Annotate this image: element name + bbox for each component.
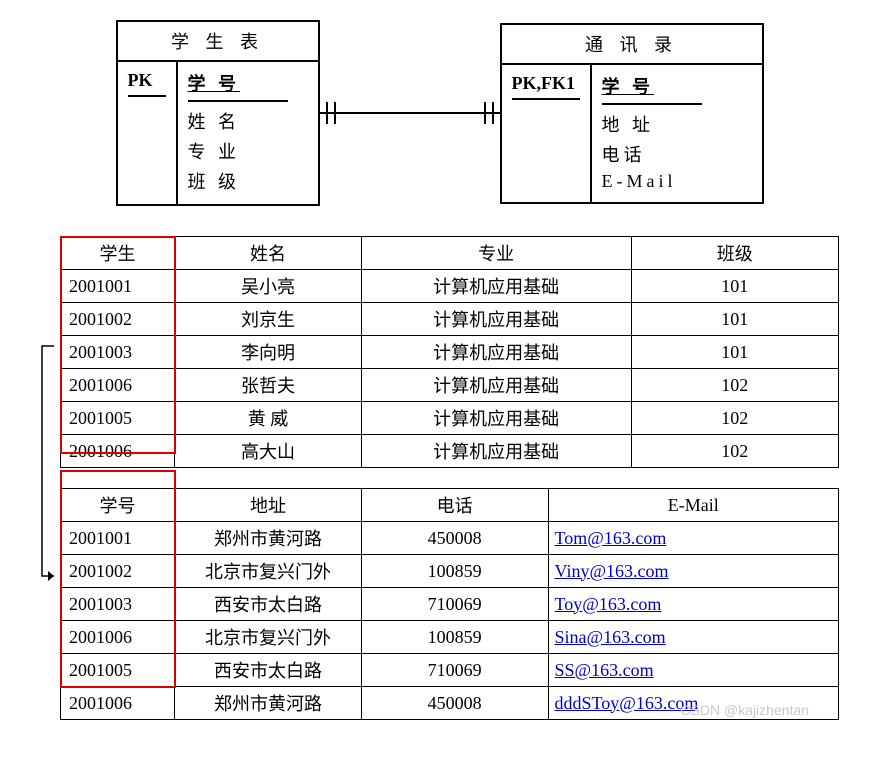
column-header: E-Mail	[548, 489, 838, 522]
table-cell: 2001001	[61, 522, 175, 555]
er-attr: 地 址	[602, 109, 702, 139]
table-row: 2001001郑州市黄河路450008 Tom@163.com	[61, 522, 839, 555]
table-cell: 2001003	[61, 588, 175, 621]
table-cell: 北京市复兴门外	[175, 555, 362, 588]
table-row: 2001005黄 威计算机应用基础102	[61, 402, 839, 435]
column-header: 学号	[61, 489, 175, 522]
table-cell: 101	[631, 270, 838, 303]
table-cell: Tom@163.com	[548, 522, 838, 555]
table-cell: 2001006	[61, 369, 175, 402]
table-row: 2001006北京市复兴门外100859 Sina@163.com	[61, 621, 839, 654]
column-header: 班级	[631, 237, 838, 270]
er-title-left: 学 生 表	[118, 22, 318, 62]
students-table: 学生姓名专业班级 2001001吴小亮计算机应用基础1012001002刘京生计…	[60, 236, 839, 468]
table-cell: 102	[631, 402, 838, 435]
table-cell: 102	[631, 369, 838, 402]
table-row: 2001005西安市太白路710069 SS@163.com	[61, 654, 839, 687]
table-row: 2001006张哲夫计算机应用基础102	[61, 369, 839, 402]
table-row: 2001001吴小亮计算机应用基础101	[61, 270, 839, 303]
watermark: CSDN @kajizhentan	[680, 702, 809, 718]
column-header: 专业	[361, 237, 631, 270]
table-cell: 2001001	[61, 270, 175, 303]
table-cell: 2001003	[61, 336, 175, 369]
column-header: 姓名	[175, 237, 362, 270]
column-header: 电话	[361, 489, 548, 522]
table-cell: 100859	[361, 621, 548, 654]
table-cell: 计算机应用基础	[361, 369, 631, 402]
er-title-right: 通 讯 录	[502, 25, 762, 65]
table-cell: 101	[631, 303, 838, 336]
table-row: 2001003西安市太白路710069 Toy@163.com	[61, 588, 839, 621]
table-cell: 计算机应用基础	[361, 303, 631, 336]
email-link[interactable]: Tom@163.com	[555, 528, 667, 548]
er-attr: 电话	[602, 139, 702, 169]
table-cell: 102	[631, 435, 838, 468]
table-cell: 2001002	[61, 555, 175, 588]
table-cell: 郑州市黄河路	[175, 522, 362, 555]
er-attr: 姓 名	[188, 106, 288, 136]
er-pk-field-right: 学 号	[602, 69, 702, 105]
table-cell: Sina@163.com	[548, 621, 838, 654]
fk-arrow	[38, 236, 62, 696]
table-cell: Toy@163.com	[548, 588, 838, 621]
table-row: 2001002北京市复兴门外100859 Viny@163.com	[61, 555, 839, 588]
data-tables-area: 学生姓名专业班级 2001001吴小亮计算机应用基础1012001002刘京生计…	[60, 236, 839, 720]
er-attr: 班 级	[188, 166, 288, 196]
email-link[interactable]: dddSToy@163.com	[555, 693, 699, 713]
table-cell: 2001006	[61, 687, 175, 720]
er-relationship-line	[320, 112, 500, 114]
table-row: 2001003李向明计算机应用基础101	[61, 336, 839, 369]
table-cell: 刘京生	[175, 303, 362, 336]
table-cell: 450008	[361, 522, 548, 555]
table-cell: 2001006	[61, 621, 175, 654]
table-cell: 710069	[361, 588, 548, 621]
table-cell: 李向明	[175, 336, 362, 369]
er-diagram: 学 生 表 PK 学 号 姓 名专 业班 级 通 讯 录 PK,FK1 学 号 …	[40, 20, 839, 206]
table-cell: 计算机应用基础	[361, 270, 631, 303]
table-cell: 黄 威	[175, 402, 362, 435]
table-cell: SS@163.com	[548, 654, 838, 687]
table-cell: 计算机应用基础	[361, 402, 631, 435]
table-cell: 郑州市黄河路	[175, 687, 362, 720]
column-header: 地址	[175, 489, 362, 522]
table-cell: 计算机应用基础	[361, 336, 631, 369]
er-pk-label-right: PK,FK1	[512, 69, 580, 100]
table-cell: 西安市太白路	[175, 654, 362, 687]
table-cell: 450008	[361, 687, 548, 720]
table-cell: 计算机应用基础	[361, 435, 631, 468]
table-row: 2001002刘京生计算机应用基础101	[61, 303, 839, 336]
er-entity-students: 学 生 表 PK 学 号 姓 名专 业班 级	[116, 20, 320, 206]
table-cell: 101	[631, 336, 838, 369]
email-link[interactable]: SS@163.com	[555, 660, 654, 680]
table-row: 2001006高大山计算机应用基础102	[61, 435, 839, 468]
table-cell: 吴小亮	[175, 270, 362, 303]
table-cell: Viny@163.com	[548, 555, 838, 588]
er-entity-contacts: 通 讯 录 PK,FK1 学 号 地 址电话E-Mail	[500, 23, 764, 204]
er-pk-label-left: PK	[128, 66, 166, 97]
table-cell: 2001002	[61, 303, 175, 336]
table-cell: 张哲夫	[175, 369, 362, 402]
email-link[interactable]: Sina@163.com	[555, 627, 666, 647]
table-cell: 北京市复兴门外	[175, 621, 362, 654]
er-pk-field-left: 学 号	[188, 66, 288, 102]
contacts-table: 学号地址电话E-Mail 2001001郑州市黄河路450008Tom@163.…	[60, 488, 839, 720]
table-cell: 高大山	[175, 435, 362, 468]
table-cell: 2001005	[61, 654, 175, 687]
table-cell: 西安市太白路	[175, 588, 362, 621]
table-cell: 710069	[361, 654, 548, 687]
email-link[interactable]: Viny@163.com	[555, 561, 669, 581]
column-header: 学生	[61, 237, 175, 270]
email-link[interactable]: Toy@163.com	[555, 594, 662, 614]
table-cell: 100859	[361, 555, 548, 588]
table-cell: 2001005	[61, 402, 175, 435]
er-attr: E-Mail	[602, 169, 702, 194]
table-cell: 2001006	[61, 435, 175, 468]
er-attr: 专 业	[188, 136, 288, 166]
